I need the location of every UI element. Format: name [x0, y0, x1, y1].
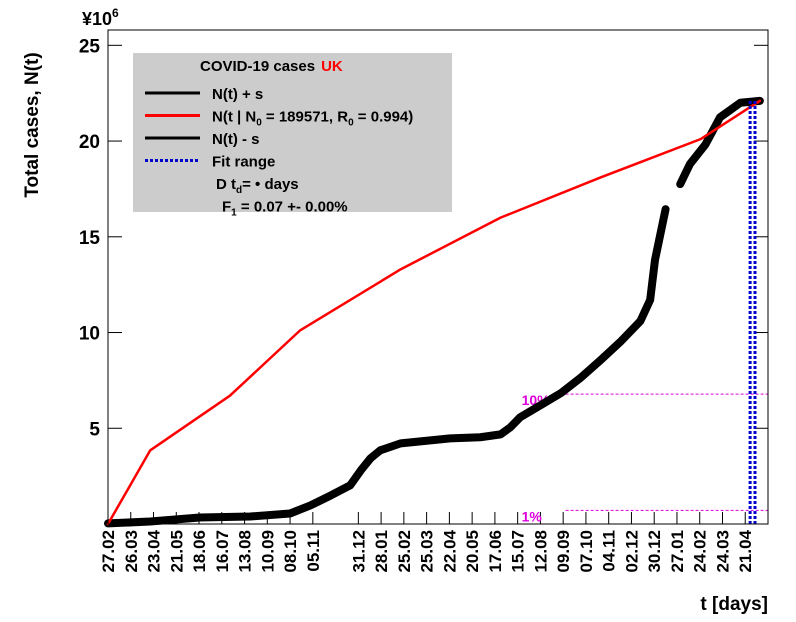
y-tick-label: 25	[79, 36, 101, 57]
x-tick-label: 02.12	[622, 530, 641, 573]
x-tick-label: 17.06	[486, 530, 505, 573]
x-tick-label: 27.02	[99, 530, 118, 573]
legend-entry: N(t) - s	[212, 131, 260, 148]
legend-subscript: 0	[256, 118, 262, 129]
legend-text: D t	[216, 176, 236, 193]
legend-text: Fit range	[212, 154, 275, 171]
x-tick-label: 18.06	[190, 530, 209, 573]
legend-entry: N(t) + s	[212, 86, 263, 103]
legend-text: N(t) - s	[212, 131, 260, 148]
x-tick-label: 05.11	[304, 530, 323, 572]
y-multiplier-exp: 6	[112, 6, 119, 20]
legend-text: = 0.07 +- 0.00%	[237, 199, 348, 216]
x-tick-label: 24.02	[691, 530, 710, 573]
legend-entry: F1 = 0.07 +- 0.00%	[222, 199, 348, 219]
x-tick-label: 16.07	[213, 530, 232, 573]
x-tick-label: 07.10	[577, 530, 596, 573]
x-tick-label: 25.02	[395, 530, 414, 573]
legend-title: COVID-19 cases UK	[200, 58, 343, 75]
legend-text: = 189571, R	[262, 109, 348, 126]
x-tick-label: 13.08	[236, 530, 255, 573]
x-tick-label: 26.03	[122, 530, 141, 573]
plot-frame	[107, 29, 769, 525]
legend-title-text: COVID-19 cases	[200, 58, 315, 75]
x-tick-label: 25.03	[418, 530, 437, 573]
y-multiplier-base: ¥10	[82, 9, 112, 29]
x-tick-label: 15.07	[509, 530, 528, 573]
x-tick-label: 21.04	[736, 529, 755, 572]
legend: COVID-19 cases UKN(t) + sN(t | N0 = 18957…	[133, 53, 452, 219]
legend-subscript: d	[236, 185, 242, 196]
legend-entry: Fit range	[212, 154, 275, 171]
y-tick-label: 10	[79, 324, 100, 345]
x-tick-label: 20.05	[463, 530, 482, 573]
x-axis-label: t [days]	[700, 594, 768, 615]
series-line	[106, 99, 762, 526]
y-tick-label: 5	[89, 419, 100, 440]
x-tick-label: 08.10	[281, 530, 300, 573]
x-tick-label: 22.04	[440, 529, 459, 572]
x-tick-label: 30.12	[645, 530, 664, 573]
legend-box	[133, 53, 452, 212]
x-tick-label: 31.12	[349, 530, 368, 573]
y-multiplier: ¥106	[82, 6, 119, 29]
x-tick-label: 04.11	[600, 530, 619, 572]
legend-title-country: UK	[321, 58, 343, 75]
y-tick-label: 15	[79, 228, 101, 249]
x-tick-label: 21.05	[167, 530, 186, 573]
legend-text: = • days	[242, 176, 299, 193]
legend-text: N(t | N	[212, 109, 256, 126]
legend-entry: D td= • days	[216, 176, 299, 196]
legend-subscript: 1	[231, 208, 237, 219]
x-tick-label: 27.01	[668, 530, 687, 573]
legend-text: = 0.994)	[354, 109, 414, 126]
y-tick-label: 20	[79, 132, 100, 153]
legend-text: N(t) + s	[212, 86, 263, 103]
threshold-label: 1%	[522, 508, 543, 524]
legend-text: F	[222, 199, 231, 216]
x-tick-label: 23.04	[145, 529, 164, 572]
x-tick-label: 24.03	[713, 530, 732, 573]
y-axis-label: Total cases, N(t)	[22, 52, 43, 197]
legend-entry: N(t | N0 = 189571, R0 = 0.994)	[212, 109, 413, 129]
x-tick-label: 12.08	[531, 530, 550, 573]
legend-subscript: 0	[348, 118, 354, 129]
x-tick-label: 10.09	[258, 530, 277, 573]
x-tick-label: 28.01	[372, 530, 391, 573]
x-tick-label: 09.09	[554, 530, 573, 573]
